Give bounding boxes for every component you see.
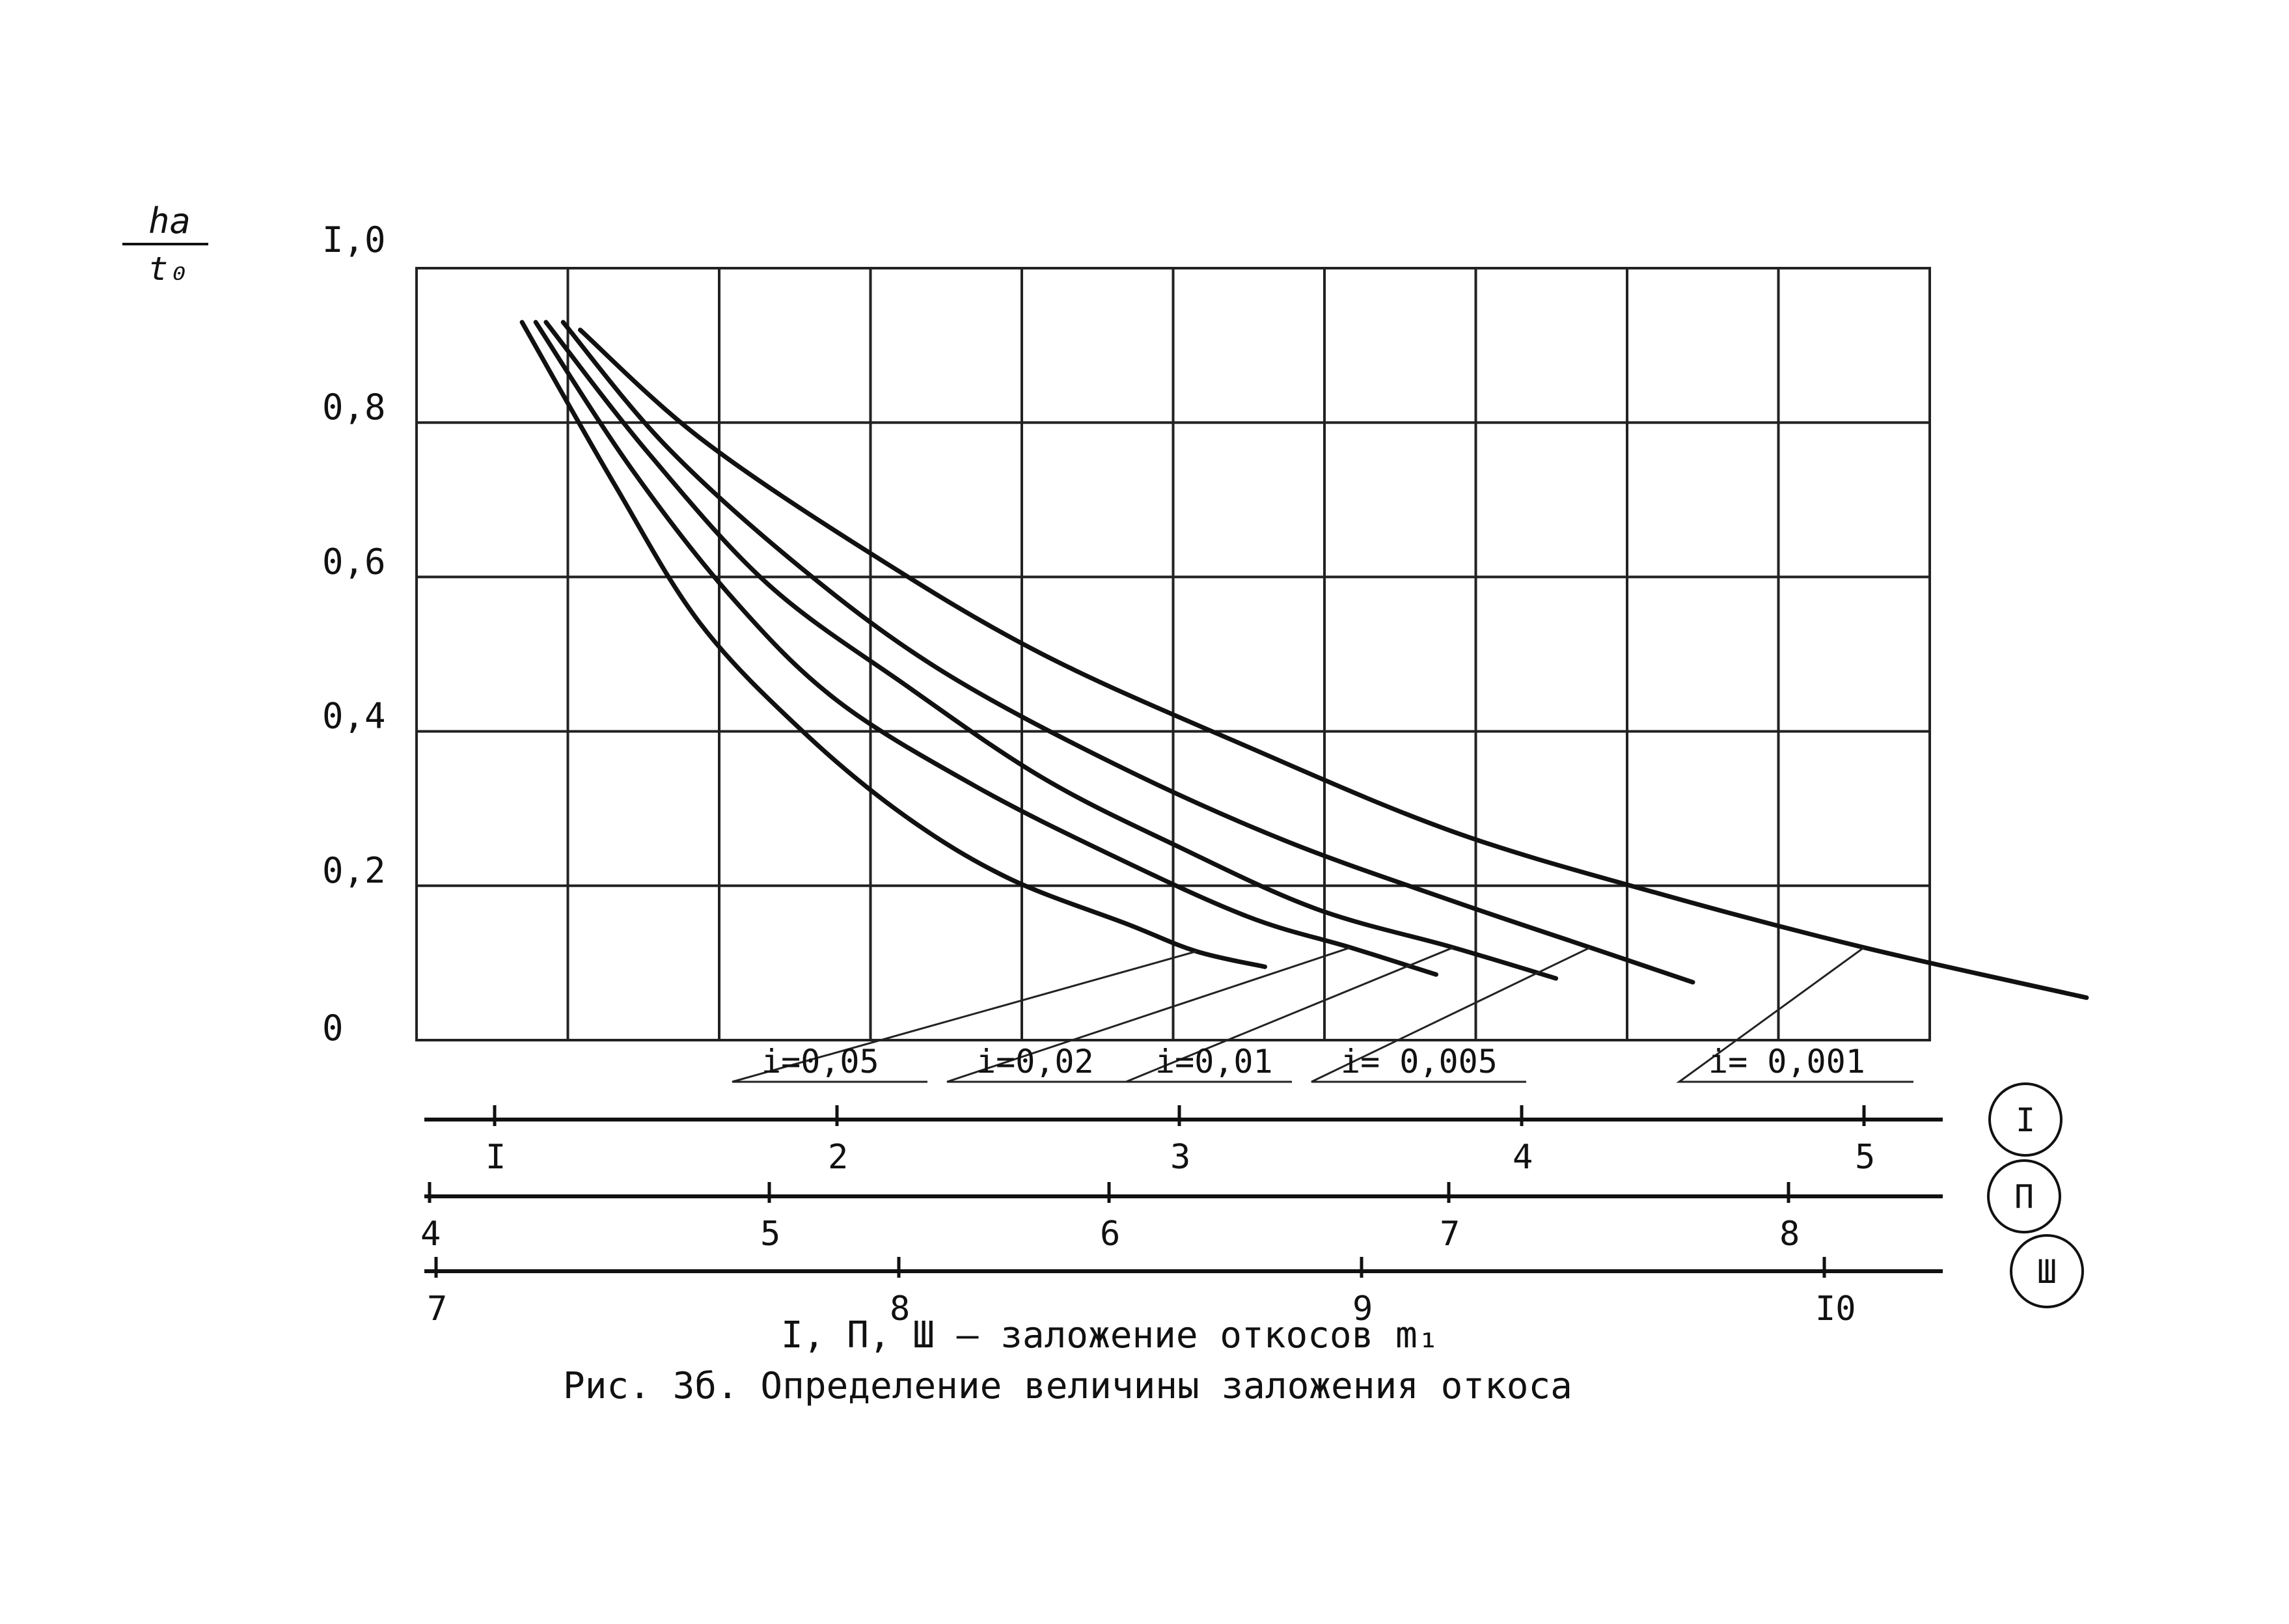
y-tick-label: 0,6 bbox=[322, 541, 386, 582]
y-tick-label: 0,4 bbox=[322, 696, 386, 737]
scale-tick-label: I0 bbox=[1815, 1289, 1856, 1328]
scale-tick-label: 4 bbox=[420, 1215, 441, 1254]
scale-id-circle bbox=[1987, 1159, 2061, 1233]
scale-tick-label: 7 bbox=[1440, 1215, 1460, 1254]
curve-labels: i=0,05 i=0,02 i=0,01 i= 0,005 i= 0,001 bbox=[732, 946, 1913, 1083]
label-leader bbox=[732, 950, 1197, 1083]
label-leader bbox=[1311, 946, 1591, 1083]
series-line-5 bbox=[578, 327, 2089, 1000]
scale-tick-label: 5 bbox=[760, 1215, 780, 1254]
series-line-4 bbox=[560, 320, 1695, 985]
y-tick-labels: I,0 0,8 0,6 0,4 0,2 0 bbox=[322, 219, 386, 1049]
scale-tick-label: 6 bbox=[1100, 1215, 1120, 1254]
y-tick-label: 0,2 bbox=[322, 850, 386, 891]
scale-id-label: П bbox=[2014, 1178, 2034, 1216]
scale-tick-label: 9 bbox=[1352, 1289, 1373, 1328]
scale-id-label: I bbox=[2016, 1101, 2035, 1139]
series-label: i=0,02 bbox=[976, 1043, 1094, 1080]
scale-tick-label: I bbox=[486, 1138, 506, 1177]
series-label: i=0,01 bbox=[1155, 1043, 1273, 1080]
label-leader bbox=[946, 946, 1351, 1083]
scale-tick-label: 8 bbox=[1779, 1215, 1800, 1254]
scale-tick-label: 7 bbox=[427, 1289, 447, 1328]
scale-tick-label: 4 bbox=[1513, 1138, 1533, 1177]
series-label: i=0,05 bbox=[761, 1043, 879, 1080]
scale-id-circle bbox=[2010, 1234, 2084, 1308]
y-tick-label: 0 bbox=[322, 1008, 344, 1049]
series-line-3 bbox=[543, 320, 1559, 981]
y-symbol-denominator: t₀ bbox=[148, 250, 187, 288]
x-scales: I 2 3 4 5 I 4 5 6 7 8 П 7 8 9 I0 Ш bbox=[420, 1082, 2084, 1328]
series-line-2 bbox=[533, 320, 1438, 977]
chart-grid bbox=[415, 267, 1931, 1041]
figure-caption: Рис. 3б. Определение величины заложения … bbox=[563, 1365, 1572, 1407]
scale-tick-label: 2 bbox=[828, 1138, 848, 1177]
scale-tick-label: 3 bbox=[1170, 1138, 1190, 1177]
y-tick-label: I,0 bbox=[322, 219, 386, 260]
scale-id-label: Ш bbox=[2037, 1253, 2057, 1291]
series-label: i= 0,001 bbox=[1708, 1043, 1865, 1080]
y-axis-symbol: hа t₀ bbox=[122, 200, 208, 288]
axis-note: I, П, Ш – заложение откосов m₁ bbox=[781, 1314, 1439, 1356]
series-label: i= 0,005 bbox=[1341, 1043, 1498, 1080]
label-leader bbox=[1676, 946, 1913, 1083]
y-symbol-numerator: hа bbox=[148, 200, 191, 241]
scale-tick-label: 5 bbox=[1855, 1138, 1875, 1177]
scale-id-circle bbox=[1988, 1082, 2063, 1157]
y-tick-label: 0,8 bbox=[322, 387, 386, 428]
chart-curves bbox=[519, 320, 2089, 1000]
label-leader bbox=[1125, 946, 1454, 1083]
scale-tick-label: 8 bbox=[890, 1289, 910, 1328]
series-line-1 bbox=[519, 320, 1267, 969]
